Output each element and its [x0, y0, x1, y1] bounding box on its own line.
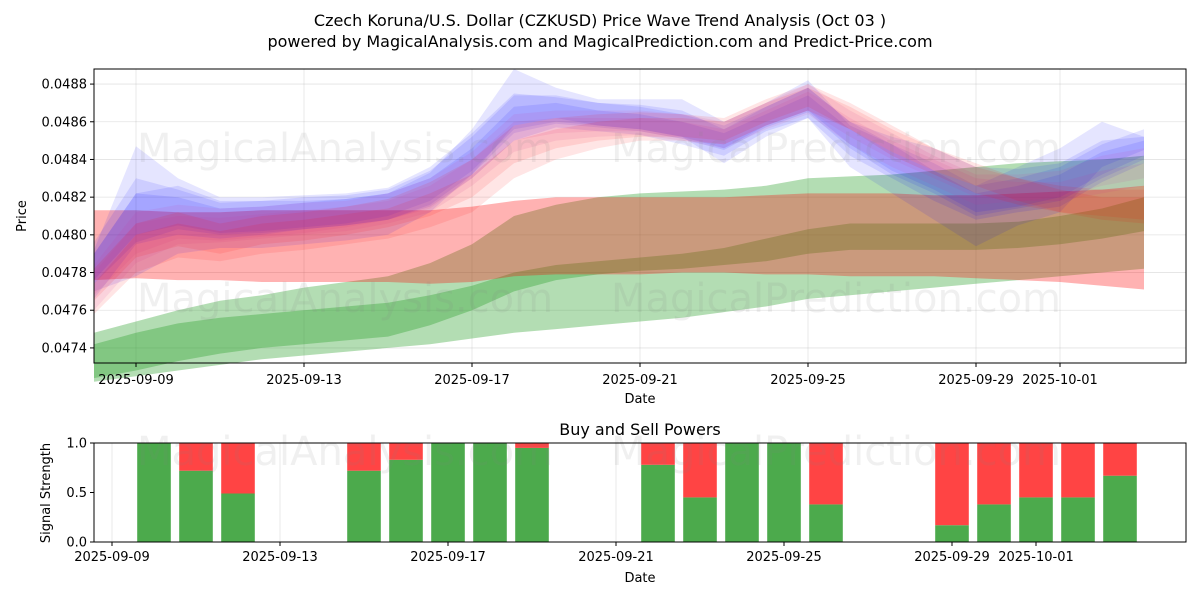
price-series [94, 69, 1144, 382]
power-panel: Buy and Sell Powers MagicalAnalysis.com … [39, 420, 1187, 586]
price-y-tick-label: 0.0486 [42, 115, 88, 130]
price-y-tick-label: 0.0474 [42, 341, 88, 356]
sell-bar [347, 443, 381, 471]
price-wave-blue [94, 69, 1144, 292]
power-watermarks: MagicalAnalysis.com MagicalPrediction.co… [137, 429, 1061, 475]
power-x-tick-label: 2025-09-13 [242, 550, 318, 565]
price-wave-magenta [94, 91, 1144, 296]
trend-band-green-wide [94, 155, 1144, 382]
price-watermarks: MagicalAnalysis.com MagicalPrediction.co… [137, 126, 1061, 322]
power-x-tick-label: 2025-09-21 [578, 550, 654, 565]
power-y-ticks: 0.0 0.5 1.0 [66, 437, 94, 551]
sell-bar [641, 443, 675, 465]
power-bars [137, 443, 1137, 542]
buy-bar [809, 504, 843, 542]
price-y-tick-label: 0.0482 [42, 191, 88, 206]
power-x-ticks: 2025-09-09 2025-09-13 2025-09-17 2025-09-21… [74, 542, 1074, 565]
watermark-analysis-bar: MagicalAnalysis.com [137, 429, 553, 475]
buy-bar [725, 443, 759, 542]
price-x-ticks: 2025-09-09 2025-09-13 2025-09-17 2025-09-21… [98, 363, 1098, 388]
sell-bar [515, 443, 549, 448]
buy-bar [1103, 475, 1137, 542]
sell-bar [221, 443, 255, 494]
sell-bar [389, 443, 423, 460]
price-wave-red [94, 84, 1144, 301]
power-x-tick-label: 2025-10-01 [998, 550, 1074, 565]
buy-bar [515, 447, 549, 542]
watermark-analysis-top: MagicalAnalysis.com [137, 126, 553, 172]
chart-title-line2: powered by MagicalAnalysis.com and Magic… [267, 32, 932, 51]
price-grid [94, 69, 1186, 363]
price-x-tick-label: 2025-09-17 [434, 373, 510, 388]
trend-band-green-narrow [94, 197, 1144, 379]
sell-bar [935, 443, 969, 526]
sell-bar [1103, 443, 1137, 476]
power-y-tick-label: 1.0 [66, 437, 87, 452]
chart-title-line1: Czech Koruna/U.S. Dollar (CZKUSD) Price … [314, 11, 886, 30]
price-y-tick-label: 0.0488 [42, 78, 88, 93]
watermark-analysis-bottom: MagicalAnalysis.com [137, 276, 553, 322]
sell-bar [977, 443, 1011, 505]
price-wave-blue [94, 95, 1144, 281]
buy-bar [1061, 497, 1095, 542]
price-panel: MagicalAnalysis.com MagicalPrediction.co… [15, 68, 1187, 407]
power-y-tick-label: 0.0 [66, 536, 87, 551]
power-chart-title: Buy and Sell Powers [559, 420, 721, 439]
buy-bar [179, 470, 213, 542]
buy-bar [1019, 497, 1053, 542]
price-y-tick-label: 0.0476 [42, 304, 88, 319]
price-y-tick-label: 0.0478 [42, 266, 88, 281]
price-wave-magenta [94, 84, 1144, 311]
buy-bar [683, 497, 717, 542]
price-wave-blue [94, 87, 1144, 299]
buy-bar [935, 525, 969, 542]
price-x-tick-label: 2025-10-01 [1022, 373, 1098, 388]
price-y-tick-label: 0.0480 [42, 228, 88, 243]
buy-bar [977, 504, 1011, 542]
price-y-label: Price [15, 200, 30, 232]
price-x-tick-label: 2025-09-21 [602, 373, 678, 388]
sell-bar [809, 443, 843, 505]
price-y-tick-label: 0.0484 [42, 153, 88, 168]
watermark-prediction-top: MagicalPrediction.com [611, 126, 1061, 172]
price-x-label: Date [624, 392, 655, 407]
price-wave-blue [94, 87, 1144, 284]
buy-bar [221, 493, 255, 542]
buy-bar [431, 443, 465, 542]
power-x-tick-label: 2025-09-25 [746, 550, 822, 565]
watermark-prediction-bar: MagicalPrediction.com [611, 429, 1061, 475]
sell-bar [1061, 443, 1095, 498]
price-x-tick-label: 2025-09-13 [266, 373, 342, 388]
buy-bar [137, 443, 171, 542]
buy-bar [347, 470, 381, 542]
buy-bar [767, 443, 801, 542]
power-y-label: Signal Strength [39, 443, 54, 543]
watermark-prediction-bottom: MagicalPrediction.com [611, 276, 1061, 322]
sell-bar [179, 443, 213, 471]
trend-band-red-wide [94, 185, 1144, 290]
buy-bar [389, 459, 423, 542]
power-x-label: Date [624, 571, 655, 586]
price-x-tick-label: 2025-09-29 [938, 373, 1014, 388]
price-wave-red [94, 87, 1144, 314]
power-x-tick-label: 2025-09-09 [74, 550, 150, 565]
sell-bar [683, 443, 717, 498]
sell-bar [1019, 443, 1053, 498]
price-y-ticks: 0.0474 0.0476 0.0478 0.0480 0.0482 0.0484 0.04… [42, 78, 94, 356]
price-x-tick-label: 2025-09-09 [98, 373, 174, 388]
price-x-tick-label: 2025-09-25 [770, 373, 846, 388]
power-x-tick-label: 2025-09-29 [914, 550, 990, 565]
buy-bar [473, 443, 507, 542]
power-x-tick-label: 2025-09-17 [410, 550, 486, 565]
buy-bar [641, 464, 675, 542]
power-y-tick-label: 0.5 [66, 486, 87, 501]
